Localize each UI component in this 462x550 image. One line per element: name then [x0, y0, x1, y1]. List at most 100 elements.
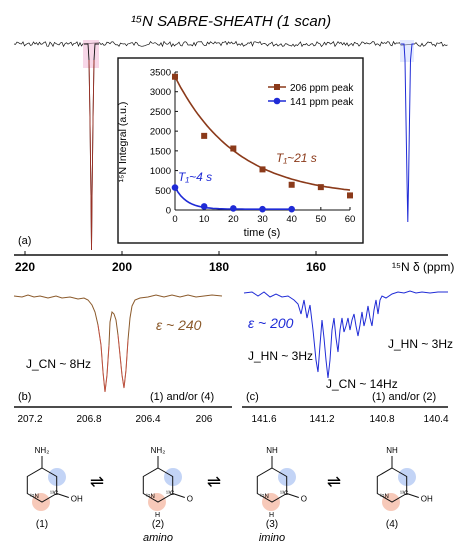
t1-141-annotation: T₁~4 s: [178, 170, 212, 184]
peak-141-line: [401, 43, 414, 223]
inset-y-label: ¹⁵N Integral (a.u.): [117, 102, 129, 183]
equilibrium-arrow: ⇌: [207, 472, 221, 491]
bond: [286, 493, 299, 498]
y-tick-label: 2500: [150, 107, 171, 118]
axis-b-tick: 206.4: [135, 414, 160, 425]
point-141: [230, 205, 237, 212]
n1-highlight: [382, 493, 400, 511]
axis-c-tick: 140.4: [423, 414, 448, 425]
structure-3: NH O ¹⁵N ¹³C H(3) imino: [256, 446, 307, 544]
point-206: [259, 166, 266, 173]
point-206: [347, 192, 353, 199]
epsilon-c: ε ~ 200: [248, 315, 294, 331]
series-141-points: [171, 184, 295, 213]
spectrum-141-expansion: [243, 290, 448, 379]
structure-caption: amino: [143, 532, 173, 544]
legend-label-141: 141 ppm peak: [290, 97, 354, 108]
jcn-b: J_CN ~ 8Hz: [26, 357, 91, 371]
peak-141-highlight: [400, 40, 414, 62]
structure-2: NH₂ O ¹⁵N ¹³C H(2) amino: [142, 446, 193, 544]
substituent-top: NH: [386, 446, 398, 455]
y-tick-label: 1500: [150, 146, 171, 157]
x-tick-label: 60: [345, 214, 356, 225]
nh-hydrogen: H: [269, 512, 274, 519]
x-tick-label: 10: [199, 214, 210, 225]
x-tick-label: 40: [286, 214, 297, 225]
panel-a-label: (a): [18, 235, 31, 247]
axis-b-tick: 206.8: [76, 414, 101, 425]
axis-c-tick: 141.2: [309, 414, 334, 425]
substituent-top: NH₂: [35, 446, 50, 455]
ppm-tick-label: 200: [112, 260, 132, 274]
epsilon-b: ε ~ 240: [156, 317, 202, 333]
ppm-tick-label: 180: [209, 260, 229, 274]
substituent-right: O: [187, 495, 193, 504]
point-206: [230, 145, 237, 152]
ring: [376, 467, 408, 503]
bond: [406, 493, 419, 498]
panel-b-label: (b): [18, 391, 31, 403]
ppm-tick-label: 220: [15, 260, 35, 274]
point-206: [172, 73, 178, 80]
structure-label: (4): [386, 519, 398, 530]
panel-b: ε ~ 240 J_CN ~ 8Hz (b) (1) and/or (4) 20…: [13, 294, 232, 425]
panel-c-label: (c): [246, 391, 259, 403]
ring: [142, 467, 174, 503]
inset-x-label: time (s): [244, 227, 281, 239]
legend-marker-206: [274, 84, 280, 90]
y-tick-label: 1000: [150, 166, 171, 177]
point-141: [200, 203, 208, 210]
assignment-c: (1) and/or (2): [372, 391, 436, 403]
point-141: [171, 184, 179, 191]
axis-c-tick: 140.8: [369, 414, 394, 425]
bond: [56, 493, 69, 498]
isotope-c: ¹³C: [280, 491, 289, 497]
substituent-right: OH: [71, 495, 83, 504]
jhn-c-right: J_HN ~ 3Hz: [388, 337, 453, 351]
panel-a: 0 500 1000 1500 2000 2500 3000 3500 0 10 20 30 40 50…: [13, 40, 454, 274]
isotope-n: ¹⁵N: [260, 493, 269, 500]
isotope-n: ¹⁵N: [380, 493, 389, 500]
fit-206-expansion: [97, 324, 129, 393]
substituent-top: NH: [266, 446, 278, 455]
spectrum-baseline: [13, 40, 448, 48]
y-tick-label: 2000: [150, 127, 171, 138]
ring: [256, 467, 288, 503]
n1-highlight: [262, 493, 280, 511]
y-tick-label: 3000: [150, 87, 171, 98]
ppm-axis-label: ¹⁵N δ (ppm): [392, 260, 454, 274]
assignment-b: (1) and/or (4): [150, 391, 214, 403]
n1-highlight: [148, 493, 166, 511]
panel-c: ε ~ 200 J_HN ~ 3Hz J_HN ~ 3Hz J_CN ~ 14H…: [242, 290, 453, 425]
y-tick-label: 3500: [150, 68, 171, 79]
inset-chart: 0 500 1000 1500 2000 2500 3000 3500 0 10 20 30 40 50…: [117, 57, 364, 244]
isotope-n: ¹⁵N: [146, 493, 155, 500]
figure-title: ¹⁵N SABRE-SHEATH (1 scan): [131, 13, 331, 30]
structure-caption: imino: [259, 532, 285, 544]
inset-legend: 206 ppm peak 141 ppm peak: [268, 83, 354, 108]
series-206-points: [172, 73, 353, 199]
point-206: [201, 132, 208, 139]
isotope-c: ¹³C: [166, 491, 175, 497]
spectrum-206-expansion: [13, 294, 223, 393]
y-tick-label: 500: [155, 186, 171, 197]
point-141: [259, 205, 266, 213]
structure-1: NH₂ OH ¹⁵N ¹³C (1): [26, 446, 83, 530]
x-tick-label: 50: [316, 214, 327, 225]
point-206: [288, 181, 295, 188]
substituent-top: NH₂: [151, 446, 166, 455]
isotope-c: ¹³C: [400, 491, 409, 497]
jcn-c: J_CN ~ 14Hz: [326, 377, 398, 391]
point-141: [288, 205, 295, 213]
x-tick-label: 20: [228, 214, 239, 225]
bond: [172, 493, 185, 498]
structure-label: (1): [36, 519, 48, 530]
substituent-right: OH: [421, 495, 433, 504]
axis-c-tick: 141.6: [251, 414, 276, 425]
structure-label: (2): [152, 519, 164, 530]
jhn-c-left: J_HN ~ 3Hz: [248, 349, 313, 363]
t1-206-annotation: T₁~21 s: [276, 151, 317, 165]
structure-label: (3): [266, 519, 278, 530]
